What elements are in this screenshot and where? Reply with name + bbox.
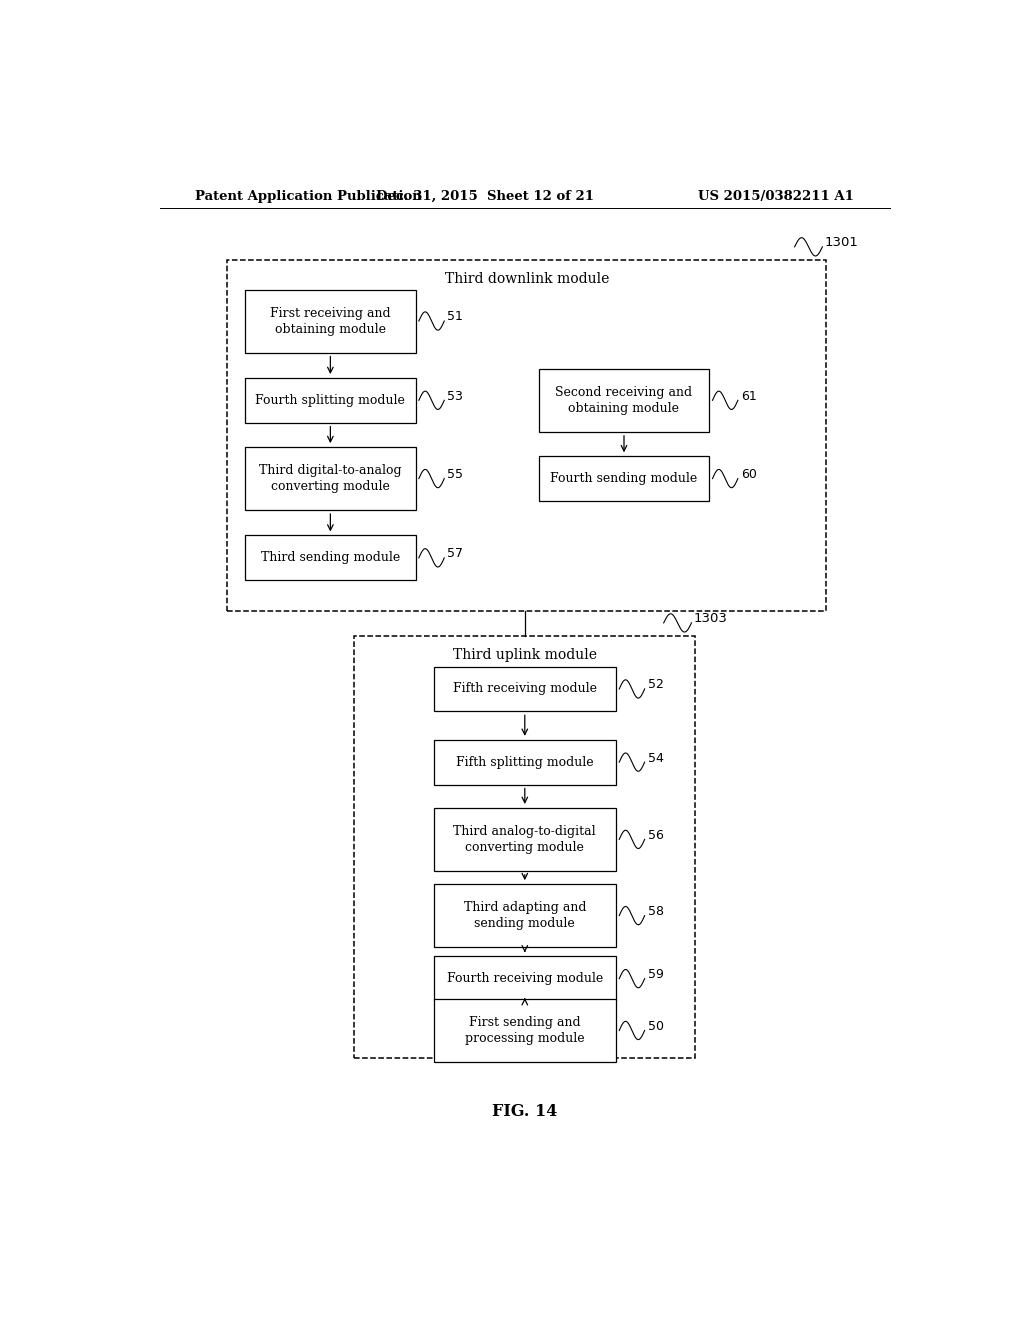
Text: 51: 51	[447, 310, 463, 323]
Text: First receiving and
obtaining module: First receiving and obtaining module	[270, 306, 391, 335]
Bar	[433, 999, 616, 1063]
Bar	[245, 447, 416, 510]
Bar	[245, 289, 416, 352]
Bar	[539, 457, 710, 500]
Bar	[227, 260, 826, 611]
Text: Third sending module: Third sending module	[261, 552, 400, 565]
Text: 54: 54	[648, 751, 664, 764]
Text: 58: 58	[648, 906, 664, 917]
Bar	[245, 536, 416, 581]
Text: 61: 61	[741, 389, 757, 403]
Text: 55: 55	[447, 469, 464, 480]
Bar	[354, 636, 695, 1057]
Text: 59: 59	[648, 968, 664, 981]
Bar	[433, 808, 616, 871]
Bar	[433, 956, 616, 1001]
Text: 52: 52	[648, 678, 664, 692]
Bar	[539, 368, 710, 432]
Text: Third digital-to-analog
converting module: Third digital-to-analog converting modul…	[259, 465, 401, 494]
Text: 1301: 1301	[824, 236, 859, 249]
Text: Fifth splitting module: Fifth splitting module	[456, 755, 594, 768]
Bar	[433, 667, 616, 711]
Text: US 2015/0382211 A1: US 2015/0382211 A1	[698, 190, 854, 202]
Text: 57: 57	[447, 548, 464, 560]
Text: Second receiving and
obtaining module: Second receiving and obtaining module	[555, 385, 692, 414]
Bar	[433, 739, 616, 784]
Text: Patent Application Publication: Patent Application Publication	[196, 190, 422, 202]
Text: 50: 50	[648, 1020, 664, 1034]
Bar	[433, 884, 616, 948]
Text: Third adapting and
sending module: Third adapting and sending module	[464, 902, 586, 931]
Text: 56: 56	[648, 829, 664, 842]
Text: 1303: 1303	[694, 612, 728, 626]
Text: FIG. 14: FIG. 14	[493, 1104, 557, 1121]
Text: Fourth splitting module: Fourth splitting module	[255, 393, 406, 407]
Text: 60: 60	[741, 469, 757, 480]
Text: 53: 53	[447, 389, 463, 403]
Bar	[245, 378, 416, 422]
Text: Third uplink module: Third uplink module	[453, 648, 597, 663]
Text: Fourth receiving module: Fourth receiving module	[446, 972, 603, 985]
Text: Fourth sending module: Fourth sending module	[550, 473, 697, 484]
Text: Fifth receiving module: Fifth receiving module	[453, 682, 597, 696]
Text: Third downlink module: Third downlink module	[444, 272, 609, 286]
Text: Dec. 31, 2015  Sheet 12 of 21: Dec. 31, 2015 Sheet 12 of 21	[376, 190, 594, 202]
Text: First sending and
processing module: First sending and processing module	[465, 1016, 585, 1045]
Text: Third analog-to-digital
converting module: Third analog-to-digital converting modul…	[454, 825, 596, 854]
